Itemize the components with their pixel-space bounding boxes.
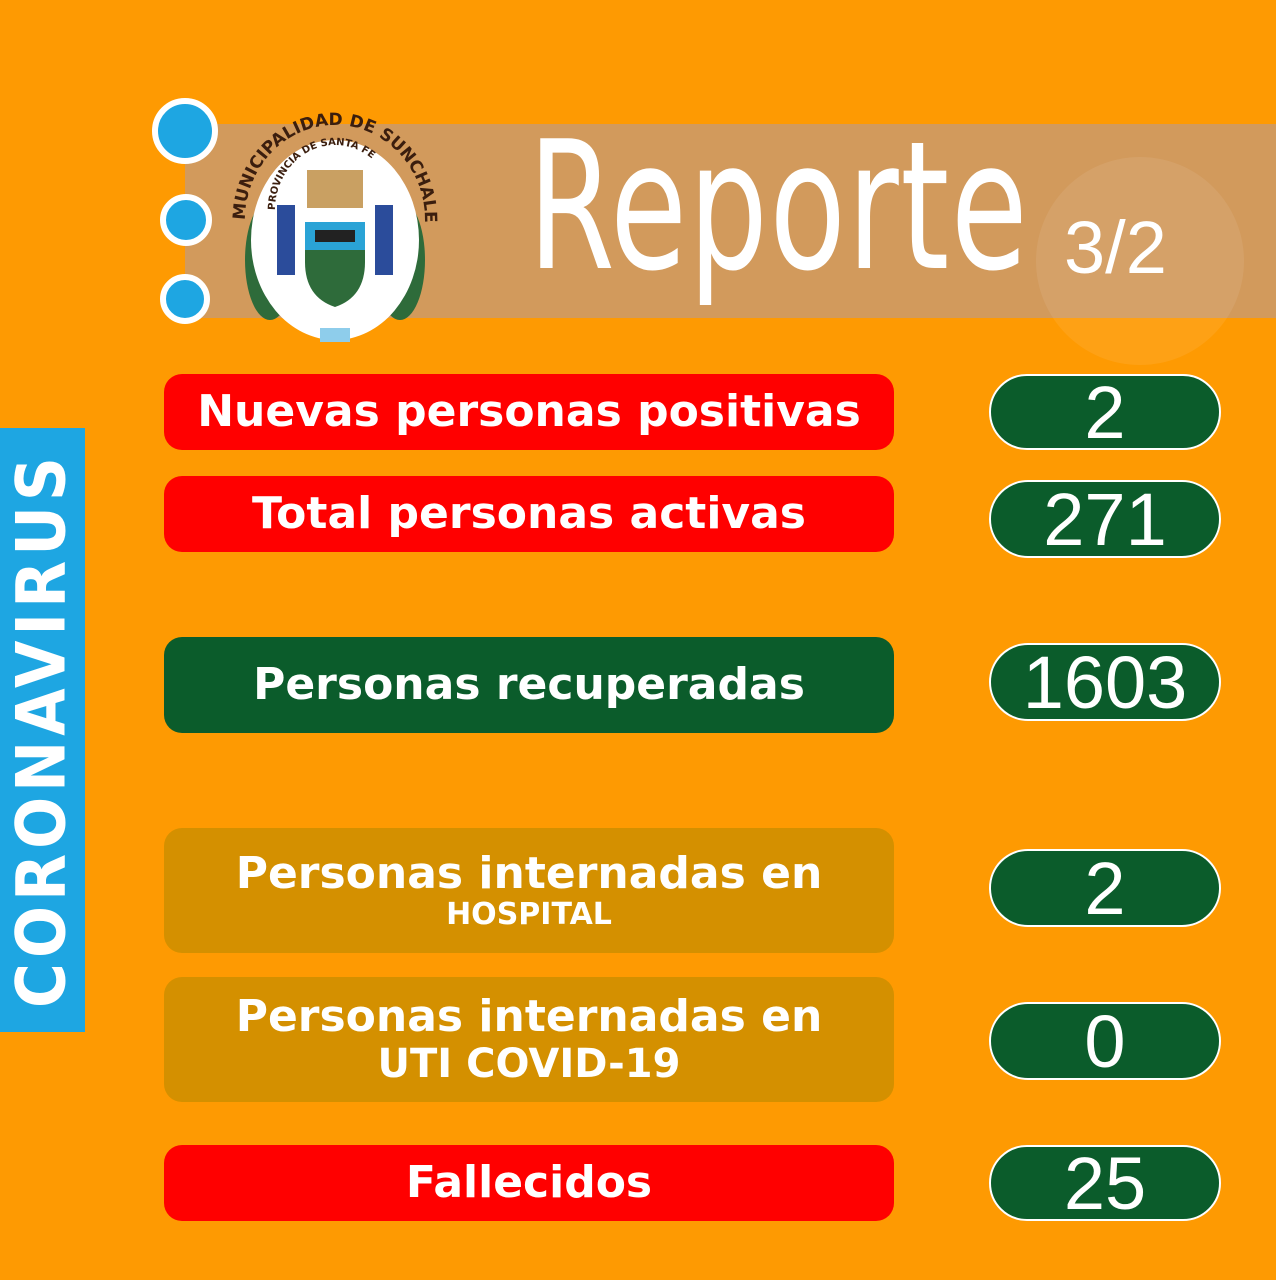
- coronavirus-side-label: CORONAVIRUS: [0, 428, 85, 1032]
- bullet-dot: [160, 194, 212, 246]
- active-total-label: Total personas activas: [164, 476, 894, 552]
- hospital-value: 2: [989, 847, 1221, 930]
- report-date: 3/2: [1064, 206, 1167, 289]
- deceased-value: 25: [989, 1142, 1221, 1225]
- bullet-dot: [152, 98, 218, 164]
- active-total-value: 271: [989, 478, 1221, 561]
- icu-value: 0: [989, 1000, 1221, 1083]
- recovered-label: Personas recuperadas: [164, 637, 894, 733]
- date-circle: [1036, 157, 1244, 365]
- municipality-crest-logo: MUNICIPALIDAD DE SUNCHALES PROVINCIA DE …: [225, 100, 440, 342]
- deceased-label: Fallecidos: [164, 1145, 894, 1221]
- report-title: Reporte: [528, 103, 1030, 310]
- bullet-dot: [160, 274, 210, 324]
- recovered-value: 1603: [989, 641, 1221, 724]
- new-positive-value: 2: [989, 371, 1221, 454]
- new-positive-label: Nuevas personas positivas: [164, 374, 894, 450]
- hospital-label: Personas internadas en HOSPITAL: [164, 828, 894, 953]
- icu-label: Personas internadas en UTI COVID-19: [164, 977, 894, 1102]
